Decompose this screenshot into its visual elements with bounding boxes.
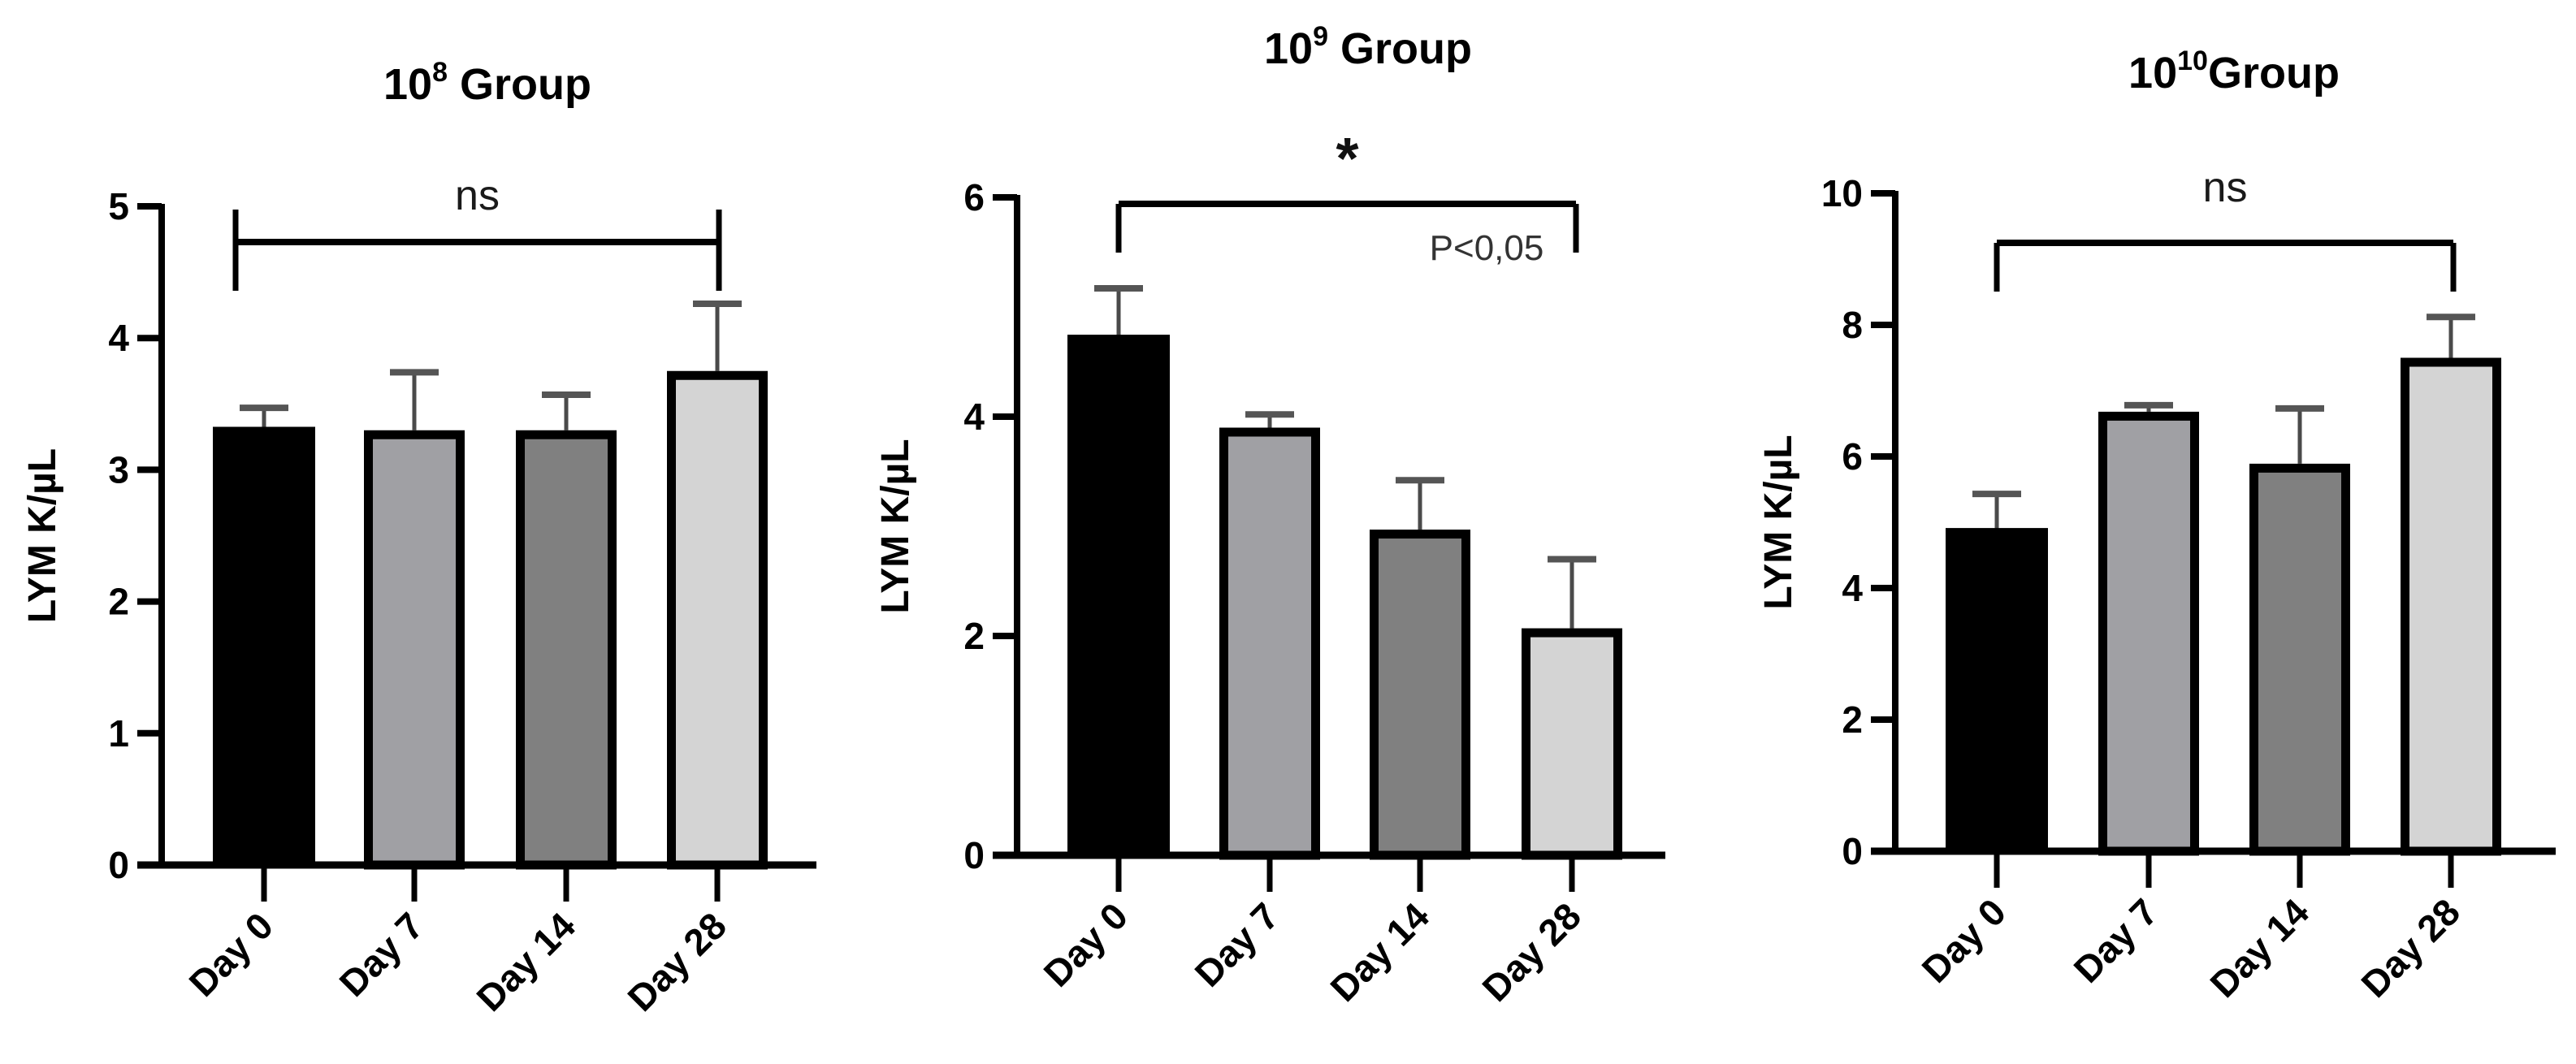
x-category-label: Day 0 xyxy=(181,904,282,1005)
bar-rect xyxy=(667,370,768,870)
title-suffix: Group xyxy=(1328,24,1472,73)
y-tick-label: 6 xyxy=(963,176,985,218)
x-category-label: Day 14 xyxy=(2202,890,2317,1006)
title-exponent: 10 xyxy=(2177,45,2208,76)
title-base: 10 xyxy=(2128,49,2177,97)
bar-rect xyxy=(1067,335,1170,857)
title-base: 10 xyxy=(1264,24,1313,73)
title-suffix: Group xyxy=(2208,49,2340,97)
y-tick-label: 0 xyxy=(963,834,985,876)
title-exponent: 9 xyxy=(1313,21,1328,52)
bar-day-28 xyxy=(1522,556,1622,860)
y-axis-label: LYM K/µL xyxy=(21,448,64,623)
chart-title: 1010Group xyxy=(2128,45,2340,97)
bar-rect xyxy=(364,430,465,870)
p-value-label: P<0,05 xyxy=(1430,228,1544,268)
bar-rect xyxy=(516,430,617,870)
title-base: 10 xyxy=(383,60,432,109)
panel-10e9-group: 109 Group LYM K/µL 0 2 4 6 Day 0 Day 7 Day 14 Day… xyxy=(874,21,1665,1010)
bar-day-0 xyxy=(213,404,315,866)
y-tick-label: 4 xyxy=(108,317,129,359)
bar-day-0 xyxy=(1067,285,1170,857)
bar-day-7 xyxy=(2098,401,2199,856)
y-tick-label: 10 xyxy=(1821,172,1863,214)
x-category-label: Day 28 xyxy=(619,904,734,1019)
significance-ns-label: ns xyxy=(455,172,500,219)
x-category-label: Day 0 xyxy=(1036,894,1136,995)
y-tick-label: 4 xyxy=(1842,567,1863,609)
y-tick-label: 6 xyxy=(1842,435,1863,478)
bar-rect xyxy=(2249,463,2350,856)
panel-10e8-group: 108 Group LYM K/µL 0 1 2 3 4 5 Day 0 Day 7 Day 14 D… xyxy=(21,57,816,1019)
x-category-label: Day 7 xyxy=(331,904,432,1005)
bar-rect xyxy=(1522,628,1622,860)
bar-rect xyxy=(1219,427,1320,860)
x-category-label: Day 0 xyxy=(1914,890,2015,991)
bar-rect xyxy=(2098,411,2199,856)
y-tick-label: 2 xyxy=(108,581,129,623)
chart-title: 109 Group xyxy=(1264,21,1472,73)
y-tick-label: 1 xyxy=(108,712,129,755)
bar-day-0 xyxy=(1946,491,2048,852)
bar-rect xyxy=(2401,357,2501,856)
title-exponent: 8 xyxy=(432,57,448,88)
bar-rect xyxy=(1370,530,1470,860)
significance-ns-label: ns xyxy=(2203,164,2248,211)
y-tick-label: 0 xyxy=(1842,830,1863,872)
y-axis-label: LYM K/µL xyxy=(874,439,917,613)
x-category-label: Day 14 xyxy=(1322,894,1437,1010)
bar-day-7 xyxy=(1219,411,1320,860)
bar-rect xyxy=(213,426,315,866)
bar-rect xyxy=(1946,528,2048,852)
significance-bracket: * P<0,05 xyxy=(1115,127,1579,268)
x-category-label: Day 7 xyxy=(1187,894,1288,995)
bar-day-28 xyxy=(2401,314,2501,856)
y-tick-label: 0 xyxy=(108,844,129,886)
y-tick-label: 3 xyxy=(108,448,129,491)
significance-bracket: ns xyxy=(232,172,722,291)
bar-day-7 xyxy=(364,369,465,870)
bar-day-14 xyxy=(1370,477,1470,860)
x-category-label: Day 28 xyxy=(2353,890,2468,1006)
bar-day-14 xyxy=(2249,404,2350,856)
y-tick-label: 2 xyxy=(1842,699,1863,741)
chart-title: 108 Group xyxy=(383,57,591,109)
significance-bracket: ns xyxy=(1994,164,2457,292)
bar-day-14 xyxy=(516,391,617,870)
x-category-label: Day 14 xyxy=(468,904,583,1019)
x-category-label: Day 7 xyxy=(2066,890,2167,991)
y-tick-label: 2 xyxy=(963,615,985,657)
bar-day-28 xyxy=(667,301,768,870)
significance-star: * xyxy=(1336,127,1358,192)
title-suffix: Group xyxy=(448,60,591,109)
y-tick-label: 5 xyxy=(108,185,129,227)
y-tick-label: 4 xyxy=(963,396,985,438)
y-axis-label: LYM K/µL xyxy=(1757,435,1800,609)
x-category-label: Day 28 xyxy=(1474,894,1589,1010)
y-tick-label: 8 xyxy=(1842,304,1863,346)
